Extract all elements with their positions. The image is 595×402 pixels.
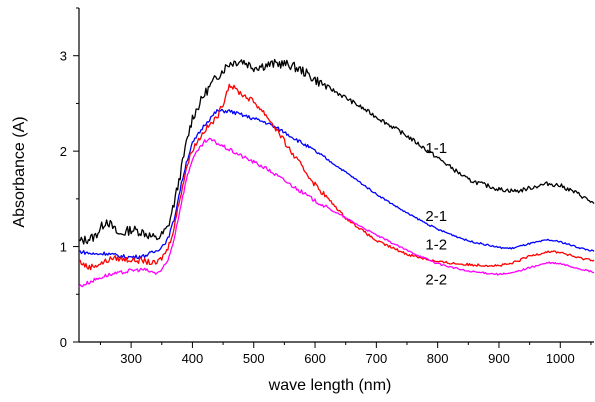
series-label-1-1: 1-1	[425, 140, 447, 157]
x-tick-label: 600	[304, 351, 326, 366]
series-line-2-2	[78, 137, 595, 288]
series-label-2-2: 2-2	[425, 272, 447, 289]
y-tick-label: 1	[60, 240, 67, 255]
x-axis-title: wave length (nm)	[268, 377, 392, 394]
plot-area	[78, 8, 594, 343]
x-tick-label: 700	[365, 351, 387, 366]
series-label-2-1: 2-1	[425, 208, 447, 225]
x-tick-label: 400	[182, 351, 204, 366]
curve-labels: 1-1 2-1 1-2 2-2	[425, 140, 447, 289]
curves-group	[78, 58, 595, 288]
series-line-1-2	[78, 83, 595, 271]
x-tick-label: 300	[120, 351, 142, 366]
y-tick-label: 2	[60, 144, 67, 159]
y-tick-label: 0	[60, 335, 67, 350]
series-line-2-1	[78, 108, 595, 260]
x-axis: 300 400 500 600 700 800 900 1000	[99, 342, 592, 366]
y-tick-label: 3	[60, 49, 67, 64]
x-tick-label: 500	[243, 351, 265, 366]
y-axis-title: Absorbance (A)	[11, 116, 28, 227]
x-tick-label: 1000	[546, 351, 575, 366]
x-tick-label: 900	[488, 351, 510, 366]
series-label-1-2: 1-2	[425, 236, 447, 253]
series-line-1-1	[78, 58, 595, 245]
y-axis: 0 1 2 3	[60, 7, 79, 350]
x-tick-label: 800	[427, 351, 449, 366]
